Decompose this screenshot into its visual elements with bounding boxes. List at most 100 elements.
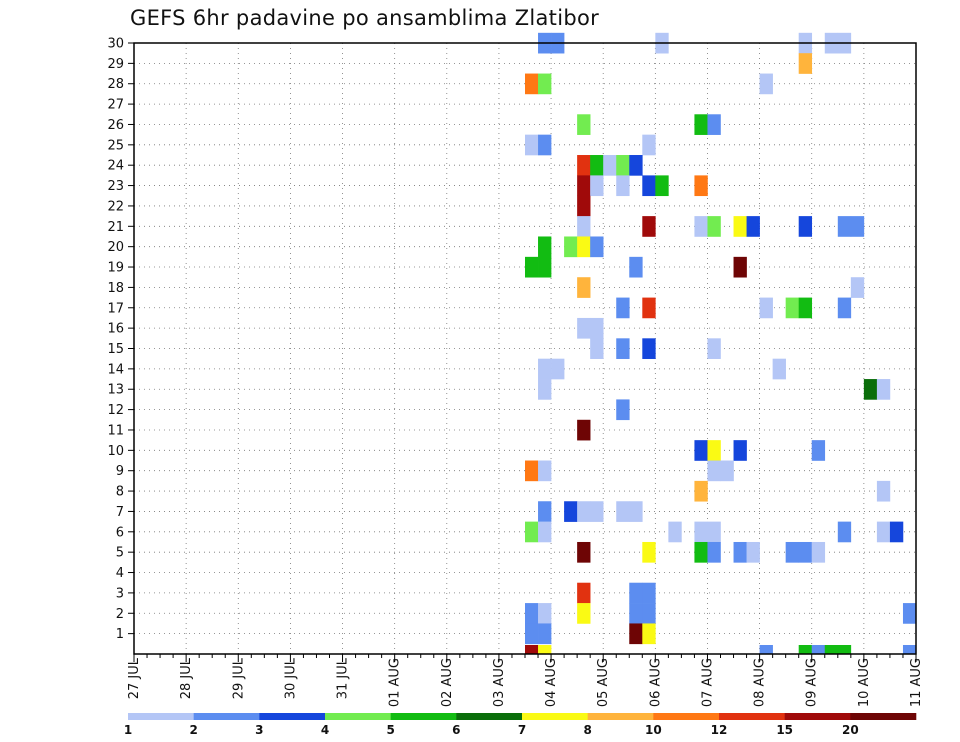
precip-cell: [590, 175, 604, 197]
precip-cell: [798, 53, 813, 74]
precip-cell: [629, 256, 643, 278]
x-axis: 27 JUL 28 JUL 29 JUL 30 JUL 31 JUL 01 AUG 02 A…: [127, 654, 924, 707]
precip-cell: [538, 623, 552, 645]
precip-cell: [837, 216, 852, 237]
precip-cell: [798, 645, 813, 655]
precip-cell: [616, 399, 630, 421]
precip-cell: [642, 297, 656, 319]
y-tick-label: 3: [116, 586, 124, 601]
x-tick-label: 28 JUL: [179, 657, 194, 699]
colorbar-segment: [456, 713, 523, 720]
precip-cell: [746, 216, 760, 237]
y-tick-label: 2: [116, 607, 124, 622]
precip-cell: [538, 134, 552, 156]
colorbar-label: 4: [321, 723, 329, 737]
precip-cell: [798, 541, 813, 563]
precip-cell: [837, 521, 852, 543]
y-tick-label: 18: [107, 281, 124, 296]
precip-cell: [772, 358, 786, 380]
precip-cell: [759, 297, 773, 319]
precip-cell: [707, 521, 721, 543]
y-tick-label: 17: [107, 301, 124, 316]
precip-cell: [616, 338, 630, 359]
colorbar-label: 1: [124, 723, 132, 737]
precip-cell: [577, 175, 591, 197]
colorbar-label: 8: [583, 723, 591, 737]
precip-cell: [733, 256, 747, 278]
precip-cell: [811, 440, 826, 461]
precip-cell: [694, 440, 708, 461]
precip-cell: [538, 460, 552, 482]
precip-cell: [525, 460, 539, 482]
precip-cell: [629, 603, 643, 624]
colorbar-label: 15: [776, 723, 793, 737]
precip-cell: [694, 480, 708, 502]
precip-cell: [538, 236, 552, 258]
y-tick-label: 4: [116, 566, 124, 581]
precip-cell: [798, 297, 813, 319]
precip-cell: [525, 521, 539, 543]
precip-cell: [577, 236, 591, 258]
colorbar-label: 7: [518, 723, 526, 737]
x-tick-label: 08 AUG: [753, 658, 768, 707]
precip-cell: [642, 338, 656, 359]
precip-cell: [824, 645, 839, 655]
precip-cell: [876, 379, 891, 400]
colorbar: 1 2 3 4 5 6 7 8 10 12 15 20: [124, 713, 917, 737]
precip-cell: [746, 541, 760, 563]
precip-cell: [577, 277, 591, 298]
precip-cell: [707, 541, 721, 563]
precip-cell: [694, 175, 708, 197]
y-tick-label: 29: [107, 57, 124, 72]
precip-cell: [720, 460, 734, 482]
precip-cell: [551, 358, 565, 380]
colorbar-label: 2: [189, 723, 197, 737]
precip-cell: [811, 541, 826, 563]
precip-cell: [577, 419, 591, 441]
precip-cell: [538, 256, 552, 278]
precip-cell: [707, 216, 721, 237]
precip-cell: [707, 440, 721, 461]
y-tick-label: 13: [107, 383, 124, 398]
precip-cell: [707, 460, 721, 482]
precip-cell: [538, 379, 552, 400]
precip-cell: [577, 195, 591, 217]
precip-cell: [642, 134, 656, 156]
precip-cell: [733, 541, 747, 563]
precip-cell: [538, 501, 552, 522]
precip-cell: [642, 216, 656, 237]
precip-cell: [811, 645, 826, 655]
precip-cell: [525, 73, 539, 95]
precip-cell: [616, 501, 630, 522]
precip-cell: [837, 645, 852, 655]
precip-cell: [876, 480, 891, 502]
colorbar-segment: [193, 713, 260, 720]
x-tick-label: 06 AUG: [648, 658, 663, 707]
precip-cell: [694, 521, 708, 543]
colorbar-segment: [653, 713, 720, 720]
colorbar-segment: [128, 713, 194, 720]
precip-cell: [629, 582, 643, 604]
x-tick-label: 31 JUL: [336, 657, 351, 699]
precip-cell: [694, 216, 708, 237]
colorbar-label: 12: [711, 723, 728, 737]
colorbar-segment: [719, 713, 785, 720]
precip-cell: [577, 155, 591, 176]
precip-cell: [525, 256, 539, 278]
y-tick-label: 9: [116, 464, 124, 479]
x-tick-label: 01 AUG: [388, 658, 403, 707]
y-tick-label: 7: [116, 505, 124, 520]
x-tick-label: 09 AUG: [805, 658, 820, 707]
y-tick-label: 16: [107, 322, 124, 337]
x-tick-label: 04 AUG: [544, 658, 559, 707]
y-tick-label: 30: [107, 37, 124, 52]
y-tick-label: 19: [107, 261, 124, 276]
y-tick-label: 28: [107, 77, 124, 92]
precip-cell: [902, 645, 917, 655]
precip-cell: [538, 603, 552, 624]
colorbar-segment: [390, 713, 457, 720]
precip-cell: [759, 645, 773, 655]
precip-cell: [733, 440, 747, 461]
colorbar-segment: [587, 713, 654, 720]
